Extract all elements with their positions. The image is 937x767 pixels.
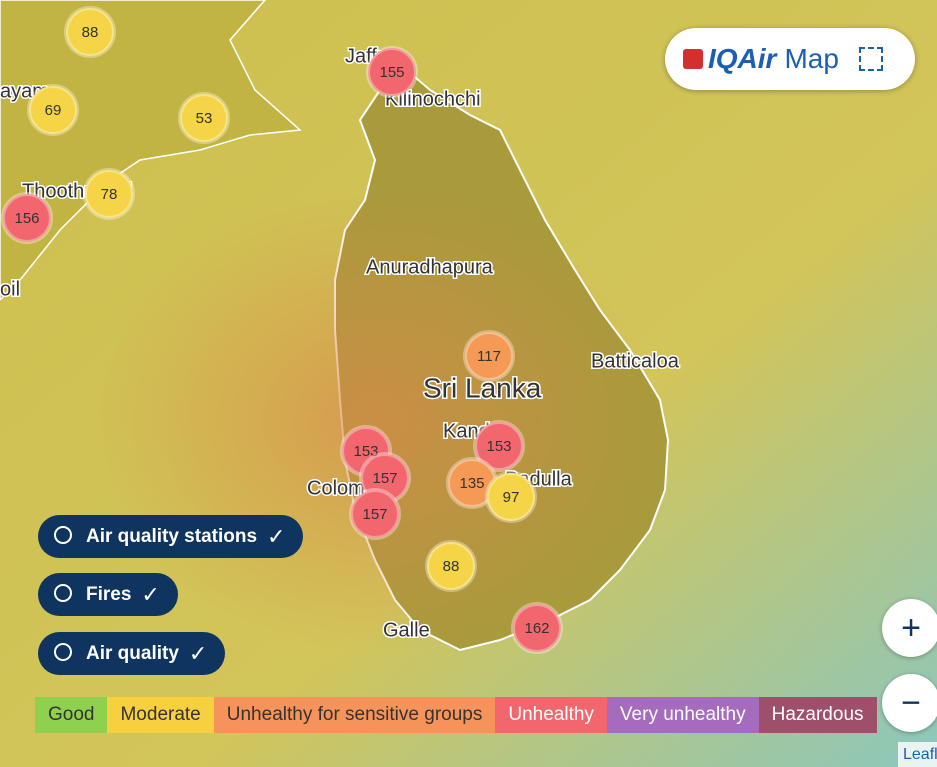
station-aqi: 135 — [459, 475, 484, 492]
station-aqi: 153 — [486, 438, 511, 455]
station-marker — [27, 84, 79, 136]
station-marker — [366, 46, 418, 98]
station-aqi: 155 — [379, 64, 404, 81]
zoom-out[interactable]: − — [882, 674, 937, 732]
station-marker — [463, 330, 515, 382]
place-label: Galle — [383, 619, 430, 641]
legend-item: Hazardous — [758, 697, 877, 733]
logo: IQAir — [708, 43, 777, 74]
place-label: Batticaloa — [591, 350, 680, 372]
station-marker — [349, 488, 401, 540]
station-aqi: 117 — [477, 348, 501, 365]
toggle-label: Air quality — [86, 642, 179, 664]
attribution: Leaflet — [898, 742, 937, 767]
legend-item: Very unhealthy — [606, 697, 759, 733]
toggle-label: Air quality stations — [86, 525, 258, 547]
station-marker — [1, 192, 53, 244]
station-marker — [511, 602, 563, 654]
map-title: Map — [784, 43, 839, 74]
station-marker — [64, 6, 116, 58]
legend-item: Good — [35, 697, 108, 733]
station-aqi: 162 — [524, 620, 549, 637]
station-aqi: 157 — [372, 470, 397, 487]
station-marker — [83, 168, 135, 220]
legend-item: Moderate — [107, 697, 214, 733]
station-aqi: 78 — [101, 186, 118, 203]
station-aqi: 97 — [503, 489, 520, 506]
place-label: Anuradhapura — [366, 256, 494, 278]
station-marker — [178, 92, 230, 144]
station-aqi: 53 — [196, 110, 213, 127]
layer-toggle[interactable]: Fires — [38, 573, 178, 616]
layer-toggle[interactable]: Air quality — [38, 632, 226, 675]
brand-badge: IQAir Map — [665, 28, 915, 90]
toggle-icon — [54, 643, 72, 661]
station-aqi: 69 — [45, 102, 62, 119]
station-aqi: 153 — [353, 443, 378, 460]
legend-item: Unhealthy for sensitive groups — [213, 697, 496, 733]
station-aqi: 88 — [82, 24, 99, 41]
legend-item: Unhealthy — [495, 697, 607, 733]
toggle-icon — [54, 526, 72, 544]
toggle-icon — [54, 584, 72, 602]
logo-flag — [683, 49, 703, 69]
legend: Good Moderate Unhealthy for sensitive grou… — [35, 697, 877, 733]
station-marker — [425, 540, 477, 592]
station-aqi: 88 — [443, 558, 460, 575]
zoom-in[interactable]: + — [882, 599, 937, 657]
station-marker — [473, 420, 525, 472]
station-marker — [485, 471, 537, 523]
layer-toggle[interactable]: Air quality stations — [38, 515, 304, 558]
toggle-label: Fires — [86, 583, 132, 605]
fullscreen-button[interactable] — [858, 47, 883, 71]
station-aqi: 157 — [362, 506, 387, 523]
station-aqi: 156 — [14, 210, 39, 227]
place-label: oil — [0, 278, 20, 300]
